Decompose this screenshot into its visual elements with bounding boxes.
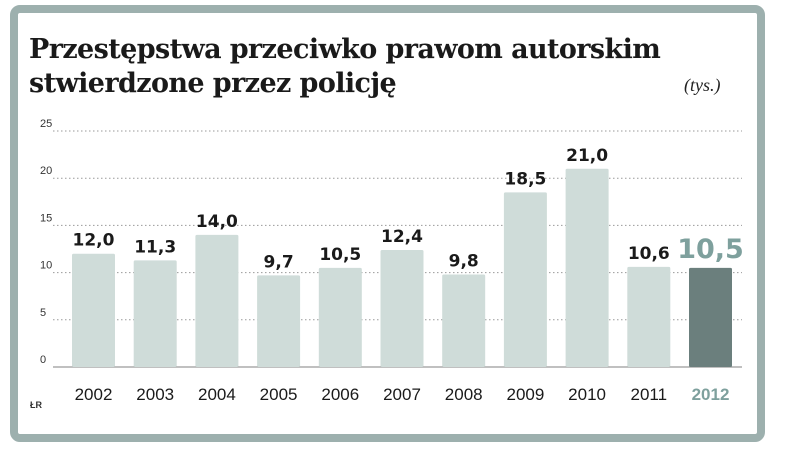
x-tick-label: 2009 <box>506 385 544 404</box>
x-tick-label: 2003 <box>136 385 174 404</box>
value-labels: 12,0 11,3 14,0 9,7 10,5 12,4 9,8 18,5 21,0 10,6 10… <box>73 146 744 273</box>
y-tick-label: 20 <box>40 165 52 177</box>
x-tick-label: 2012 <box>692 385 730 404</box>
x-tick-label: 2010 <box>568 385 606 404</box>
value-label: 11,3 <box>134 237 176 257</box>
y-tick-label: 25 <box>40 118 52 130</box>
value-label: 9,7 <box>264 252 294 272</box>
value-label: 12,4 <box>381 227 423 247</box>
chart-title-text: Przestępstwa przeciwko prawom autorskim … <box>29 34 661 99</box>
chart-frame <box>10 5 765 442</box>
value-label: 10,5 <box>677 234 744 265</box>
bar <box>195 234 239 367</box>
chart-title: Przestępstwa przeciwko prawom autorskim … <box>29 33 689 101</box>
y-tick-label: 0 <box>40 354 46 366</box>
unit-label: (tys.) <box>684 75 721 95</box>
x-tick-label: 2005 <box>260 385 298 404</box>
value-label: 10,5 <box>319 245 361 265</box>
x-tick-label: 2006 <box>321 385 359 404</box>
source-label: ŁR <box>30 400 42 410</box>
x-tick-label: 2007 <box>383 385 421 404</box>
bar <box>442 274 486 367</box>
value-label: 10,6 <box>628 244 670 264</box>
y-tick-label: 15 <box>40 212 52 224</box>
y-tick-label: 10 <box>40 260 52 272</box>
x-tick-label: 2008 <box>445 385 483 404</box>
x-tick-label: 2004 <box>198 385 236 404</box>
bar <box>689 267 732 367</box>
x-tick-label: 2011 <box>631 385 668 404</box>
bar <box>627 266 671 367</box>
bar <box>503 192 547 367</box>
y-axis-ticks: 0 5 10 15 20 25 <box>40 118 52 366</box>
value-label: 14,0 <box>196 212 238 232</box>
bar <box>257 275 301 367</box>
bar <box>72 253 115 367</box>
bar <box>318 267 362 367</box>
bars <box>72 168 732 367</box>
value-label: 12,0 <box>73 231 115 251</box>
x-tick-label: 2002 <box>75 385 113 404</box>
bar <box>565 168 609 367</box>
value-label: 21,0 <box>566 146 608 166</box>
y-tick-label: 5 <box>40 307 46 319</box>
x-axis-labels: 2002 2003 2004 2005 2006 2007 2008 2009 2010 2011… <box>75 385 730 404</box>
value-label: 9,8 <box>449 251 479 271</box>
bar <box>133 260 177 367</box>
bar <box>380 249 424 367</box>
value-label: 18,5 <box>504 169 546 189</box>
